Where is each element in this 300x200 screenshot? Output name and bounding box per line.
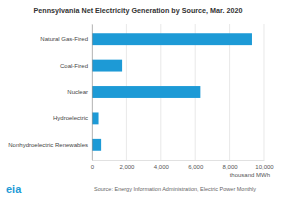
bar (92, 86, 200, 98)
grid-line (264, 24, 265, 160)
title: Pennsylvania Net Electricity Generation … (34, 6, 243, 15)
x-tick-label: 8,000 (223, 164, 239, 170)
x-tick: 0 (91, 160, 95, 170)
source: Source: Energy Information Administratio… (94, 186, 256, 192)
y-tick-label: Hydroelectric (53, 115, 88, 121)
y-tick: Natural Gas-Fired (40, 36, 88, 42)
x-tick-label: 2,000 (119, 164, 135, 170)
x-tick: 8,000 (223, 160, 239, 170)
x-tick-label: 6,000 (188, 164, 204, 170)
x-axis: 0 2,000 4,000 6,000 8,000 10,000 (91, 160, 275, 170)
x-tick-label: 10,000 (255, 164, 274, 170)
y-axis: Natural Gas-Fired Coal-Fired Nuclear Hydroe… (8, 25, 92, 161)
y-tick: Nuclear (67, 89, 88, 95)
bar (92, 112, 99, 124)
x-tick: 2,000 (119, 160, 135, 170)
logo: eia (6, 183, 22, 195)
x-tick: 4,000 (154, 160, 170, 170)
x-axis-line (93, 160, 265, 161)
bar (92, 60, 122, 72)
chart: Pennsylvania Net Electricity Generation … (0, 0, 300, 200)
y-tick-label: Coal-Fired (60, 63, 88, 69)
x-tick-label: 4,000 (154, 164, 170, 170)
x-tick: 10,000 (255, 160, 274, 170)
x-tick-label: 0 (91, 164, 95, 170)
y-tick-label: Nonhydroelectric Renewables (8, 142, 88, 148)
y-tick: Coal-Fired (60, 63, 88, 69)
grid (92, 24, 264, 160)
bars (92, 33, 252, 151)
y-axis-line (92, 25, 93, 161)
bar (92, 139, 101, 151)
y-tick-label: Nuclear (67, 89, 88, 95)
y-tick-label: Natural Gas-Fired (40, 36, 88, 42)
x-tick: 6,000 (188, 160, 204, 170)
y-tick: Hydroelectric (53, 115, 88, 121)
plot: 0 2,000 4,000 6,000 8,000 10,000 Natural Gas-F… (8, 24, 274, 170)
y-tick: Nonhydroelectric Renewables (8, 142, 88, 148)
x-axis-title: thousand MWh (230, 172, 270, 178)
bar (92, 33, 252, 45)
